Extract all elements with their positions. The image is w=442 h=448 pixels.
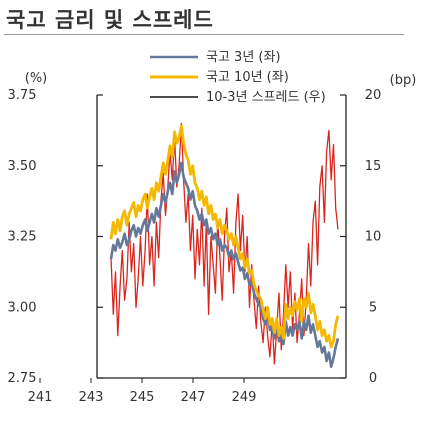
- left-tick-label: 3.25: [8, 230, 37, 245]
- legend-label-0: 국고 3년 (좌): [206, 50, 281, 65]
- left-axis-unit: (%): [25, 71, 48, 86]
- x-tick-label: 245: [130, 390, 155, 405]
- left-tick-label: 2.75: [8, 371, 37, 386]
- right-tick-label: 10: [365, 230, 382, 245]
- x-tick-label: 241: [28, 390, 53, 405]
- left-tick-label: 3.00: [8, 300, 37, 315]
- right-axis-unit: (bp): [390, 73, 417, 88]
- x-tick-label: 249: [232, 390, 257, 405]
- chart-title: 국고 금리 및 스프레드: [6, 8, 214, 32]
- title-divider: [4, 34, 404, 35]
- series-line-1: [109, 124, 340, 349]
- x-tick-label: 243: [79, 390, 104, 405]
- left-tick-label: 3.50: [8, 159, 37, 174]
- series-line-0: [109, 161, 340, 369]
- right-tick-label: 15: [365, 159, 382, 174]
- right-tick-label: 20: [365, 88, 382, 103]
- legend-label-1: 국고 10년 (좌): [206, 70, 289, 85]
- right-tick-label: 5: [369, 300, 377, 315]
- x-tick-label: 247: [181, 390, 206, 405]
- right-tick-label: 0: [369, 371, 377, 386]
- left-tick-label: 3.75: [8, 88, 37, 103]
- legend-label-2: 10-3년 스프레드 (우): [206, 90, 326, 105]
